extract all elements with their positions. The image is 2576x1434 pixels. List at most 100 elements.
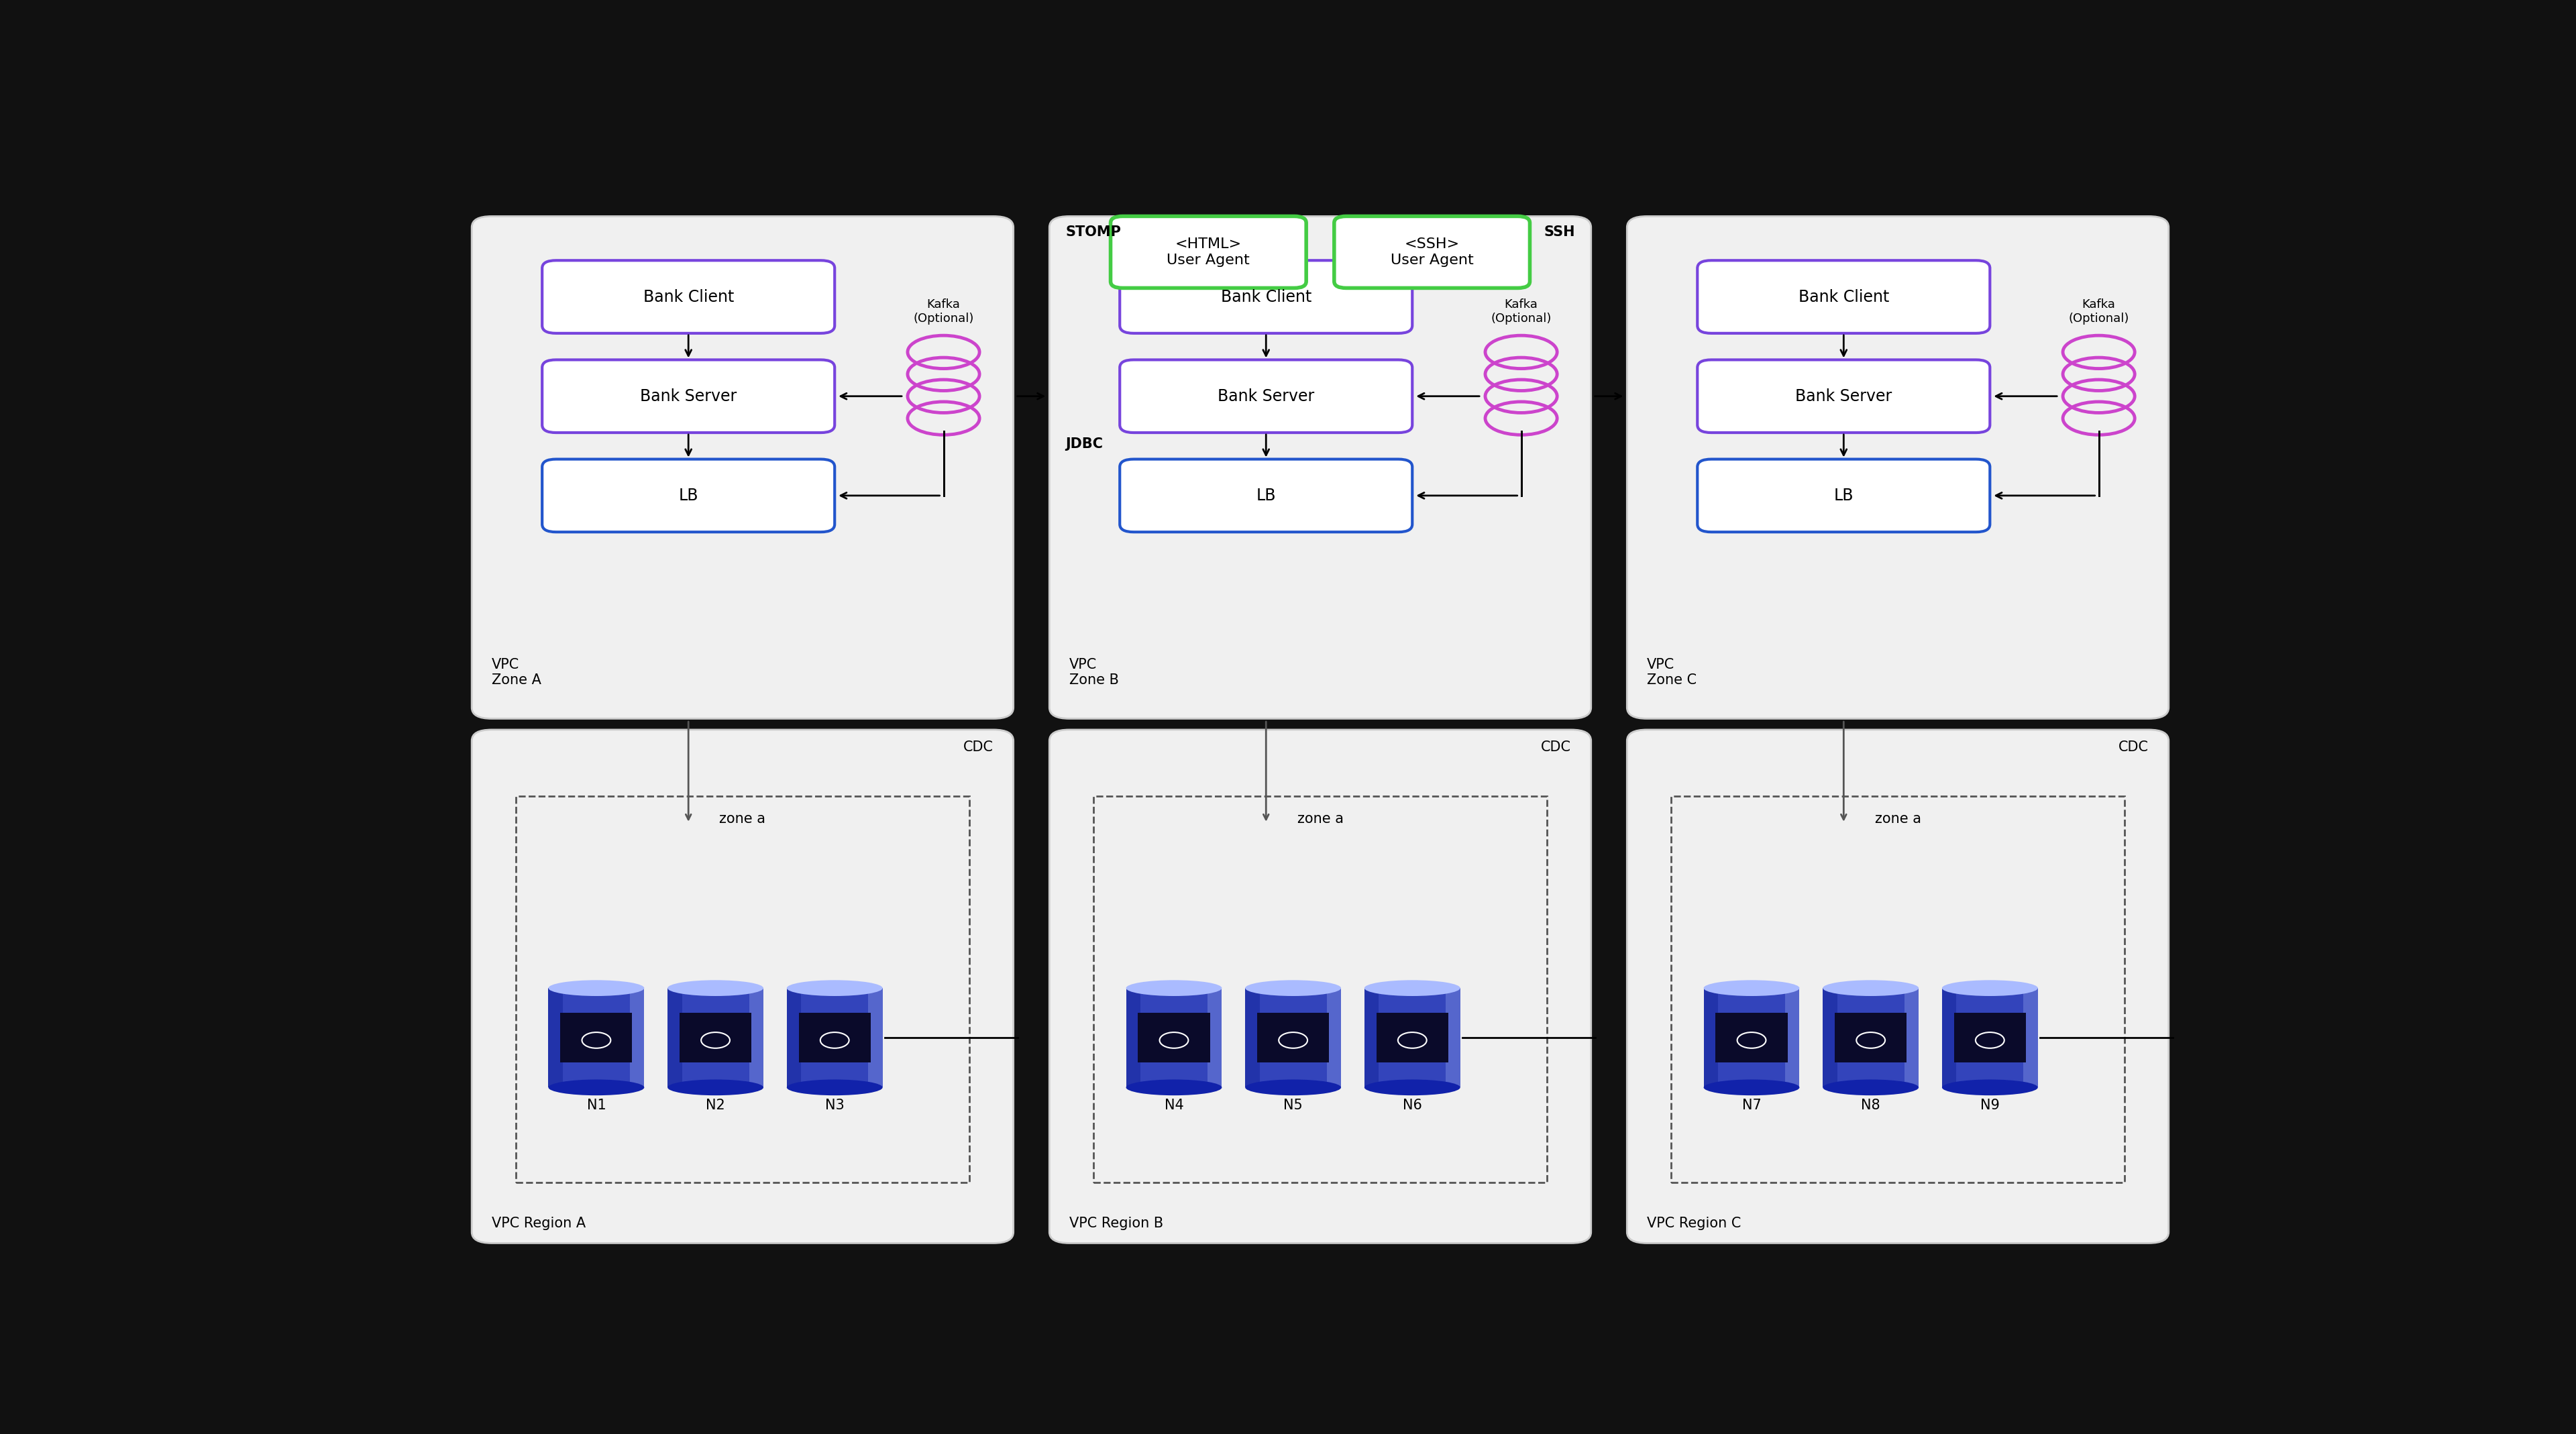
Ellipse shape — [1126, 1080, 1221, 1096]
Text: CDC: CDC — [2117, 741, 2148, 754]
Text: <HTML>
User Agent: <HTML> User Agent — [1167, 238, 1249, 267]
Ellipse shape — [1365, 979, 1461, 997]
Bar — [1376, 1012, 1448, 1063]
FancyBboxPatch shape — [471, 730, 1012, 1243]
Bar — [1092, 796, 1548, 1183]
Bar — [1955, 1012, 2025, 1063]
Text: N3: N3 — [824, 1098, 845, 1111]
Ellipse shape — [667, 1080, 762, 1096]
Text: N1: N1 — [587, 1098, 605, 1111]
Text: N7: N7 — [1741, 1098, 1762, 1111]
Text: zone a: zone a — [1298, 813, 1342, 826]
Ellipse shape — [667, 979, 762, 997]
Ellipse shape — [1244, 1080, 1342, 1096]
Bar — [1942, 988, 2038, 1087]
Bar — [667, 988, 762, 1087]
Bar — [631, 988, 644, 1087]
Text: CDC: CDC — [963, 741, 994, 754]
Text: CDC: CDC — [1540, 741, 1571, 754]
FancyBboxPatch shape — [1121, 360, 1412, 433]
Text: Kafka
(Optional): Kafka (Optional) — [1492, 298, 1551, 324]
Text: <SSH>
User Agent: <SSH> User Agent — [1391, 238, 1473, 267]
Text: LB: LB — [1257, 488, 1275, 503]
Bar — [1126, 988, 1141, 1087]
Text: zone a: zone a — [719, 813, 765, 826]
Ellipse shape — [1942, 979, 2038, 997]
FancyBboxPatch shape — [1628, 730, 2169, 1243]
Text: Bank Server: Bank Server — [1218, 389, 1314, 404]
FancyBboxPatch shape — [1698, 261, 1989, 333]
Bar — [1126, 988, 1221, 1087]
Bar — [1208, 988, 1221, 1087]
Text: Bank Client: Bank Client — [644, 288, 734, 305]
Text: VPC Region B: VPC Region B — [1069, 1216, 1164, 1230]
Bar — [1672, 796, 2125, 1183]
Bar — [1904, 988, 1919, 1087]
Ellipse shape — [786, 979, 884, 997]
Ellipse shape — [1703, 1080, 1801, 1096]
Bar — [1244, 988, 1342, 1087]
Text: LB: LB — [677, 488, 698, 503]
Bar — [1824, 988, 1919, 1087]
Text: Bank Server: Bank Server — [639, 389, 737, 404]
Text: N2: N2 — [706, 1098, 724, 1111]
Bar — [1445, 988, 1461, 1087]
Bar — [2025, 988, 2038, 1087]
Text: VPC
Zone C: VPC Zone C — [1646, 658, 1698, 687]
Bar — [1716, 1012, 1788, 1063]
Bar — [1785, 988, 1801, 1087]
FancyBboxPatch shape — [541, 360, 835, 433]
Text: VPC
Zone B: VPC Zone B — [1069, 658, 1118, 687]
Text: Kafka
(Optional): Kafka (Optional) — [2069, 298, 2130, 324]
Ellipse shape — [1942, 1080, 2038, 1096]
FancyBboxPatch shape — [541, 459, 835, 532]
FancyBboxPatch shape — [1698, 360, 1989, 433]
FancyBboxPatch shape — [1048, 730, 1592, 1243]
FancyBboxPatch shape — [471, 217, 1012, 718]
Text: Bank Client: Bank Client — [1221, 288, 1311, 305]
FancyBboxPatch shape — [1698, 459, 1989, 532]
Bar — [1139, 1012, 1211, 1063]
FancyBboxPatch shape — [541, 261, 835, 333]
Bar — [1244, 988, 1260, 1087]
FancyBboxPatch shape — [1110, 217, 1306, 288]
FancyBboxPatch shape — [1121, 459, 1412, 532]
FancyBboxPatch shape — [1121, 261, 1412, 333]
Text: LB: LB — [1834, 488, 1855, 503]
Text: N9: N9 — [1981, 1098, 1999, 1111]
Text: VPC Region A: VPC Region A — [492, 1216, 585, 1230]
Bar — [680, 1012, 752, 1063]
Text: N5: N5 — [1283, 1098, 1303, 1111]
Text: Bank Server: Bank Server — [1795, 389, 1891, 404]
Bar — [750, 988, 762, 1087]
Text: Kafka
(Optional): Kafka (Optional) — [914, 298, 974, 324]
Bar — [562, 1012, 631, 1063]
Bar — [515, 796, 969, 1183]
Text: JDBC: JDBC — [1066, 437, 1103, 450]
Text: VPC
Zone A: VPC Zone A — [492, 658, 541, 687]
Bar — [786, 988, 801, 1087]
Bar — [549, 988, 562, 1087]
Text: zone a: zone a — [1875, 813, 1922, 826]
Bar — [1942, 988, 1955, 1087]
Bar — [1365, 988, 1461, 1087]
Bar — [1834, 1012, 1906, 1063]
Bar — [1824, 988, 1837, 1087]
Bar — [1365, 988, 1378, 1087]
Bar — [667, 988, 683, 1087]
Ellipse shape — [1244, 979, 1342, 997]
Ellipse shape — [1824, 979, 1919, 997]
Ellipse shape — [1703, 979, 1801, 997]
FancyBboxPatch shape — [1628, 217, 2169, 718]
Text: Bank Client: Bank Client — [1798, 288, 1888, 305]
Text: N6: N6 — [1401, 1098, 1422, 1111]
Bar — [868, 988, 884, 1087]
Ellipse shape — [1126, 979, 1221, 997]
Text: VPC Region C: VPC Region C — [1646, 1216, 1741, 1230]
FancyBboxPatch shape — [1048, 217, 1592, 718]
Ellipse shape — [786, 1080, 884, 1096]
Ellipse shape — [549, 979, 644, 997]
Text: SSH: SSH — [1543, 225, 1574, 238]
Text: STOMP: STOMP — [1066, 225, 1121, 238]
Text: N8: N8 — [1860, 1098, 1880, 1111]
